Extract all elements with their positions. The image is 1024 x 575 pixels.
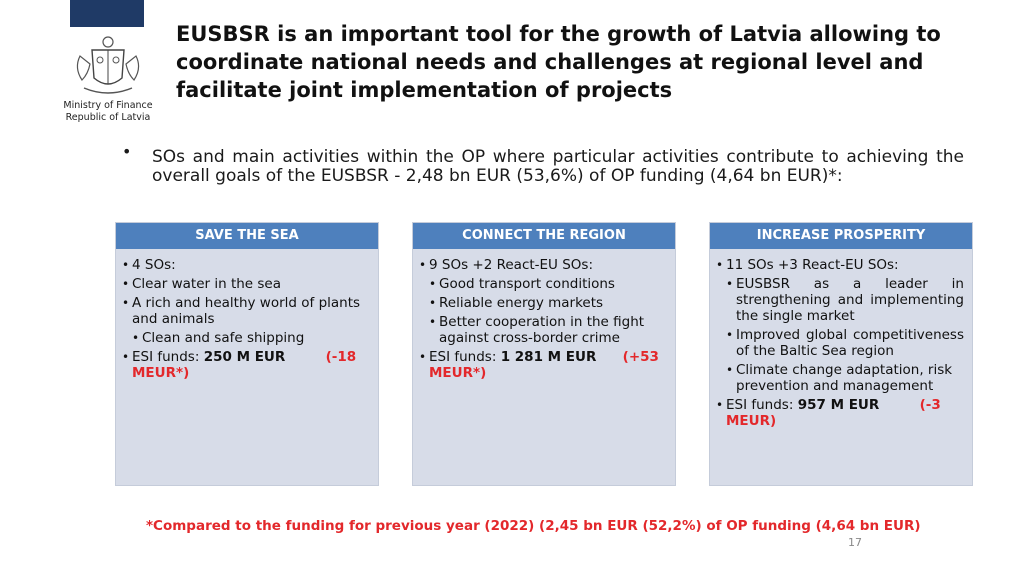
list-item: 4 SOs: (120, 257, 370, 273)
funds-item: ESI funds: 957 M EUR (-3 MEUR) (714, 397, 964, 429)
flag-banner (70, 0, 144, 27)
ministry-label: Ministry of Finance Republic of Latvia (56, 100, 160, 124)
funds-change: (+53 MEUR*) (429, 349, 659, 381)
save-the-sea-box: SAVE THE SEA 4 SOs: Clear water in the s… (115, 222, 379, 486)
funds-change: (-3 MEUR) (726, 397, 941, 429)
ministry-name: Ministry of Finance (63, 100, 153, 111)
increase-prosperity-box: INCREASE PROSPERITY 11 SOs +3 React-EU S… (709, 222, 973, 486)
funds-label: ESI funds: (429, 349, 501, 365)
connect-the-region-box: CONNECT THE REGION 9 SOs +2 React-EU SOs… (412, 222, 676, 486)
funds-item: ESI funds: 1 281 M EUR (+53 MEUR*) (417, 349, 667, 381)
list-item: 9 SOs +2 React-EU SOs: (417, 257, 667, 273)
funds-label: ESI funds: (132, 349, 204, 365)
list-item: Clean and safe shipping (130, 330, 370, 346)
list-item: Better cooperation in the fight against … (427, 314, 667, 346)
funds-value: 1 281 M EUR (500, 349, 597, 365)
list-item: Reliable energy markets (427, 295, 667, 311)
coat-of-arms-icon (76, 36, 140, 94)
list-item: Climate change adaptation, risk preventi… (724, 362, 964, 394)
list-item: Clear water in the sea (120, 276, 370, 292)
box-heading: SAVE THE SEA (116, 223, 378, 249)
funds-label: ESI funds: (726, 397, 798, 413)
funds-change: (-18 MEUR*) (132, 349, 357, 381)
funds-value: 250 M EUR (203, 349, 286, 365)
footnote: *Compared to the funding for previous ye… (146, 518, 921, 534)
box-heading: INCREASE PROSPERITY (710, 223, 972, 249)
list-item: 11 SOs +3 React-EU SOs: (714, 257, 964, 273)
slide-title: EUSBSR is an important tool for the grow… (176, 22, 941, 102)
box-heading: CONNECT THE REGION (413, 223, 675, 249)
list-item: EUSBSR as a leader in strengthening and … (724, 276, 964, 324)
bullet-icon: • (122, 142, 132, 161)
intro-text: SOs and main activities within the OP wh… (152, 147, 964, 186)
list-item: Good transport conditions (427, 276, 667, 292)
funds-value: 957 M EUR (797, 397, 880, 413)
ministry-country: Republic of Latvia (65, 112, 151, 123)
page-number: 17 (848, 536, 862, 549)
funds-item: ESI funds: 250 M EUR (-18 MEUR*) (120, 349, 370, 381)
list-item: Improved global competitiveness of the B… (724, 327, 964, 359)
list-item: A rich and healthy world of plants and a… (120, 295, 370, 327)
